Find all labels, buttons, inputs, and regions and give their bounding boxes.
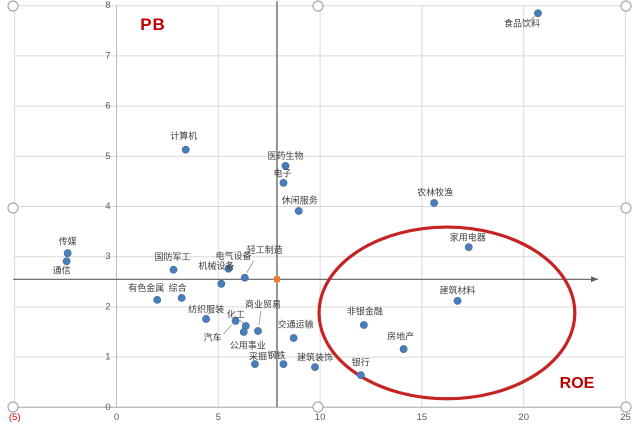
point-label: 电气设备 [215, 250, 251, 261]
point-label: 综合 [169, 282, 187, 293]
data-point[interactable] [279, 179, 288, 187]
y-tick-label: 1 [105, 352, 110, 363]
point-label: 房地产 [387, 330, 414, 341]
data-point[interactable] [294, 207, 303, 215]
data-point[interactable] [399, 345, 408, 353]
point-label: 计算机 [170, 130, 197, 141]
selection-handle[interactable] [312, 0, 324, 12]
data-point[interactable] [453, 296, 462, 305]
point-label: 国防军工 [155, 251, 191, 262]
data-point[interactable] [430, 199, 439, 207]
point-label: 商业贸易 [245, 298, 281, 309]
selection-handle[interactable] [620, 0, 632, 12]
x-tick-label: 10 [315, 412, 326, 423]
y-tick-label: 5 [105, 151, 110, 162]
data-point[interactable] [62, 257, 71, 266]
data-point[interactable] [177, 293, 186, 302]
y-tick-label: 7 [105, 50, 110, 61]
point-label: 有色金属 [128, 282, 164, 293]
selection-handle[interactable] [7, 202, 19, 214]
crosshair-intersection-marker[interactable] [273, 276, 280, 283]
point-label: 医药生物 [267, 150, 303, 161]
data-point[interactable] [231, 317, 240, 325]
leader-line [529, 15, 536, 21]
point-label: 休闲服务 [282, 194, 318, 205]
selection-handle[interactable] [620, 401, 632, 413]
arrowhead-icon [591, 276, 599, 283]
x-tick-label: 15 [417, 412, 428, 423]
selection-handle[interactable] [7, 401, 19, 413]
y-tick-label: 4 [105, 201, 110, 212]
point-label: 农林牧渔 [417, 186, 453, 197]
data-point[interactable] [169, 265, 178, 274]
selection-handle[interactable] [312, 401, 324, 413]
leader-line [223, 324, 232, 335]
y-tick-label: 0 [105, 402, 110, 413]
data-point[interactable] [224, 264, 233, 273]
point-label: 纺织服装 [188, 303, 224, 314]
point-label: 通信 [53, 265, 71, 276]
data-point[interactable] [464, 243, 473, 252]
x-tick-label: (5) [9, 412, 21, 423]
data-point[interactable] [240, 273, 249, 282]
y-tick-label: 8 [105, 0, 110, 11]
selection-handle[interactable] [7, 0, 19, 12]
data-point[interactable] [359, 321, 368, 329]
x-tick-label: 0 [114, 412, 119, 423]
data-point[interactable] [254, 327, 262, 335]
leader-line [246, 260, 255, 274]
point-label: 轻工制造 [247, 244, 283, 255]
y-tick-label: 2 [105, 301, 110, 312]
data-point[interactable] [534, 9, 542, 18]
data-point[interactable] [181, 145, 190, 154]
data-point[interactable] [279, 360, 288, 369]
x-axis-title-roe[interactable]: ROE [559, 375, 595, 392]
point-label: 机械设备 [198, 260, 234, 271]
point-label: 家用电器 [450, 232, 486, 243]
data-point[interactable] [289, 334, 298, 342]
x-tick-label: 5 [216, 412, 221, 423]
data-point[interactable] [63, 249, 72, 258]
point-label: 交通运输 [278, 318, 314, 329]
data-point[interactable] [251, 360, 259, 369]
point-label: 非银金融 [347, 305, 383, 316]
data-point[interactable] [281, 161, 290, 170]
y-tick-label: 6 [105, 101, 110, 112]
point-label: 化工 [227, 308, 245, 319]
selection-handle[interactable] [620, 202, 632, 214]
point-label: 采掘 [249, 351, 267, 362]
data-point[interactable] [153, 295, 162, 304]
point-label: 汽车 [204, 331, 222, 342]
data-point[interactable] [311, 363, 319, 372]
x-tick-label: 25 [620, 412, 631, 423]
data-point[interactable] [217, 279, 226, 288]
x-tick-label: 20 [518, 412, 529, 423]
point-label: 食品饮料 [504, 18, 540, 29]
point-label: 公用事业 [230, 339, 266, 350]
data-point[interactable] [356, 371, 365, 380]
point-label: 建筑装饰 [297, 352, 333, 363]
point-label: 建筑材料 [440, 284, 476, 295]
y-tick-label: 3 [105, 251, 110, 262]
point-label: 钢铁 [267, 350, 285, 361]
data-point[interactable] [239, 328, 248, 336]
point-label: 银行 [352, 357, 370, 368]
point-label: 电子 [273, 167, 291, 178]
point-label: 传媒 [59, 236, 77, 247]
data-point[interactable] [202, 315, 210, 323]
leader-line [258, 310, 262, 326]
highlight-ellipse[interactable] [317, 225, 577, 401]
y-axis-title-pb[interactable]: PB [140, 15, 166, 34]
